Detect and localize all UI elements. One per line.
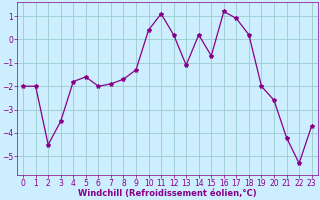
X-axis label: Windchill (Refroidissement éolien,°C): Windchill (Refroidissement éolien,°C) — [78, 189, 257, 198]
